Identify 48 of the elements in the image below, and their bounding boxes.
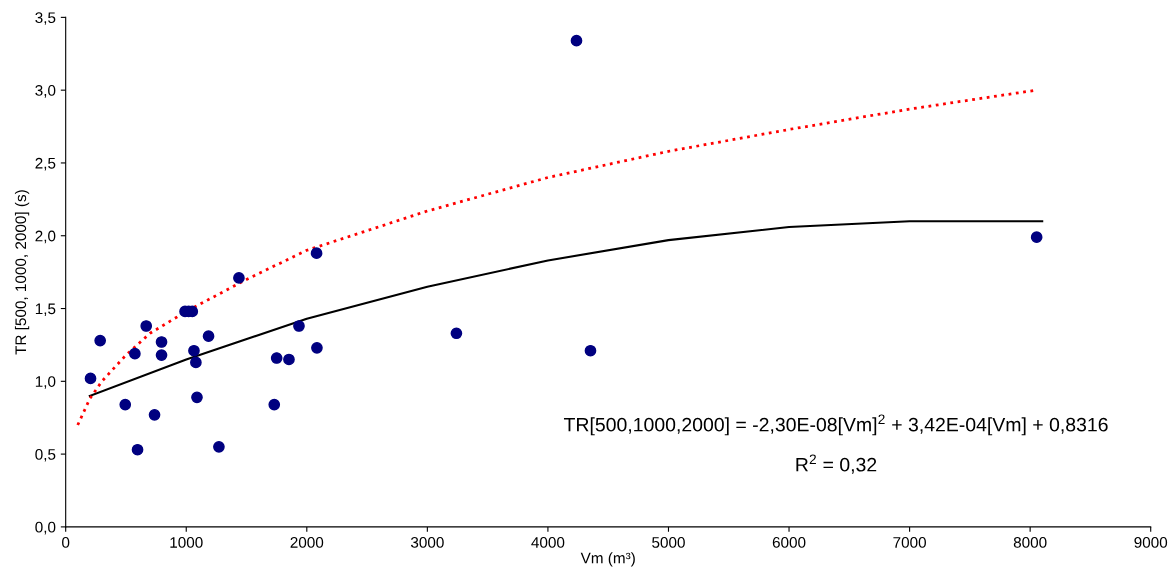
point — [311, 341, 323, 354]
y-tick-label: 2,5 — [35, 157, 56, 171]
point — [1030, 231, 1043, 244]
annotation: R$^{2}$ = 0,32 — [796, 454, 877, 474]
point — [188, 344, 200, 357]
point — [270, 352, 283, 364]
point — [155, 349, 168, 361]
x-tick-label: 6000 — [772, 537, 806, 548]
y-tick-label: 1,5 — [35, 303, 56, 317]
point — [283, 353, 295, 366]
y-tick-label: 1,0 — [35, 376, 56, 389]
point — [155, 336, 168, 348]
point — [293, 320, 305, 332]
point — [84, 372, 97, 385]
x-tick-label: 5000 — [652, 537, 685, 548]
y-tick-label: 0,5 — [35, 448, 56, 462]
point — [233, 272, 245, 284]
line-series — [88, 220, 1044, 397]
x-tick-label: 8000 — [1013, 537, 1047, 548]
point — [140, 320, 153, 332]
point — [129, 347, 141, 360]
point — [148, 408, 161, 421]
y-tick-label: 0,0 — [35, 521, 56, 535]
y-tick-label: 2,0 — [35, 230, 56, 244]
y-tick-label: 3,0 — [35, 85, 56, 98]
x-tick-label: 2000 — [290, 537, 324, 548]
point — [191, 391, 203, 404]
point — [190, 356, 202, 369]
x-tick-label: 9000 — [1134, 537, 1168, 548]
x-tick-label: 7000 — [893, 537, 926, 548]
x-tick-label: 3000 — [410, 537, 444, 548]
point — [570, 34, 583, 47]
point — [119, 398, 132, 411]
point — [202, 330, 215, 343]
x-axis-title: Vm (m³) — [580, 552, 635, 567]
x-tick-label: 1000 — [170, 537, 203, 548]
x-tick-label: 0 — [62, 537, 70, 548]
point — [131, 443, 144, 456]
y-tick-label: 3,5 — [35, 12, 56, 25]
y-axis-title: TR [500, 1000, 2000] (s) — [14, 190, 30, 355]
point — [268, 398, 281, 411]
point — [213, 440, 225, 453]
point — [94, 334, 107, 347]
x-tick-label: 4000 — [531, 537, 565, 548]
point — [450, 327, 463, 340]
point — [310, 247, 323, 260]
point — [584, 344, 597, 357]
annotation: TR[500,1000,2000] = -2,30E-08[Vm]$^{2}$ + 3,42E-04[Vm] + 0,8316 — [563, 414, 1108, 436]
